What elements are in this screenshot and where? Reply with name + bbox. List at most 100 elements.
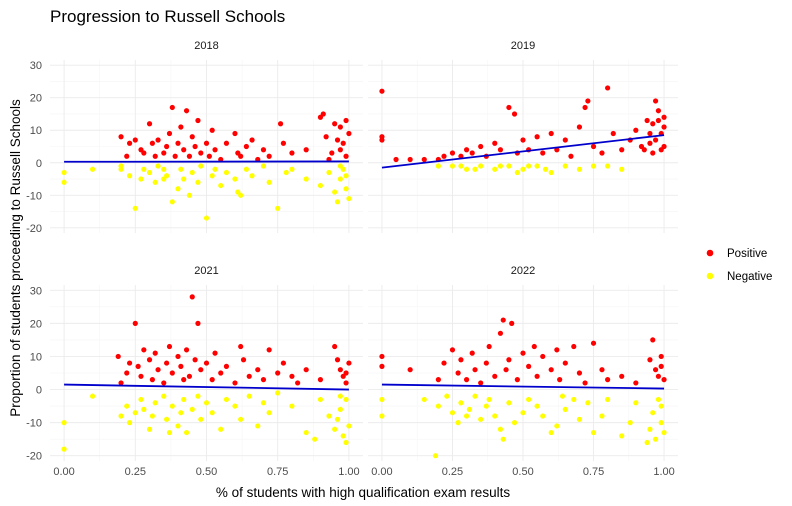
positive-point [238,343,244,350]
positive-point [161,380,167,386]
negative-point [497,163,504,169]
y-tick-label: -20 [26,451,42,463]
positive-point [562,360,568,366]
positive-point [186,373,193,379]
negative-point [627,420,633,426]
positive-point [463,147,470,153]
positive-point [658,363,664,369]
y-tick-label: 10 [30,125,42,137]
positive-point [206,153,212,159]
negative-point [334,416,341,422]
positive-point [652,137,659,143]
positive-point [343,153,349,159]
positive-point [571,343,577,350]
negative-point [289,166,295,172]
positive-point [260,147,267,153]
negative-point [619,433,625,439]
negative-point [312,436,318,442]
negative-point [181,176,187,182]
positive-point [186,153,193,159]
positive-point [203,140,210,146]
positive-point [178,124,184,130]
negative-point [520,410,526,416]
negative-point [218,426,224,432]
x-tick-label: 0.50 [196,466,217,478]
positive-point [337,367,343,373]
positive-point [124,370,130,376]
negative-point [449,410,456,416]
negative-point [260,163,267,169]
negative-point [61,169,67,176]
x-tick-label: 0.75 [583,466,604,478]
positive-point [289,150,295,156]
negative-point [337,176,343,182]
negative-point [540,413,546,419]
positive-point [149,140,155,146]
positive-point [334,357,341,363]
negative-point [500,436,506,442]
negative-point [511,420,518,426]
negative-point [576,416,583,422]
negative-point [89,166,96,172]
positive-point [238,153,244,159]
negative-point [585,400,591,406]
positive-point [585,98,591,104]
negative-point [421,396,427,403]
positive-point [132,137,138,143]
positive-point [126,140,133,146]
y-tick-label: -10 [26,190,42,202]
negative-point [571,396,577,403]
positive-point [449,347,456,353]
negative-point [161,393,167,399]
negative-point [458,163,464,169]
y-tick-label: 0 [36,158,42,170]
positive-point [166,130,173,137]
negative-point [141,406,147,412]
positive-point [661,143,667,150]
positive-point [152,153,158,159]
negative-point [346,423,352,429]
positive-point [503,367,509,373]
negative-point [223,396,230,403]
positive-point [164,143,170,150]
positive-point [441,153,447,159]
positive-point [343,117,349,124]
negative-point [334,199,341,205]
negative-point [534,163,540,169]
positive-point [295,380,301,386]
x-tick-label: 0.00 [53,466,74,478]
positive-point [169,104,175,111]
negative-point [647,426,653,432]
negative-point [492,166,498,172]
negative-point [155,163,161,169]
negative-point [526,396,532,403]
x-tick-label: 1.00 [653,466,674,478]
negative-point [175,186,181,192]
positive-point [379,137,385,143]
negative-point [652,436,659,442]
positive-point [633,380,639,386]
negative-point [343,173,349,179]
positive-point [320,111,326,117]
trend-line [381,134,665,169]
positive-point [605,85,611,91]
positive-point [540,353,546,360]
x-tick-label: 0.25 [442,466,463,478]
positive-point [346,130,352,137]
negative-point [562,406,568,412]
positive-point [181,377,187,383]
negative-point [326,413,332,419]
positive-point [332,121,338,127]
positive-point [132,320,138,326]
negative-point [152,179,158,185]
positive-point [115,353,121,360]
negative-point [169,199,175,205]
positive-point [212,350,218,356]
negative-point [89,393,96,399]
negative-point [483,403,489,409]
negative-point [198,163,204,169]
negative-point [432,453,439,459]
positive-point [655,373,662,379]
x-tick-label: 0.00 [371,466,392,478]
negative-point [138,396,144,403]
